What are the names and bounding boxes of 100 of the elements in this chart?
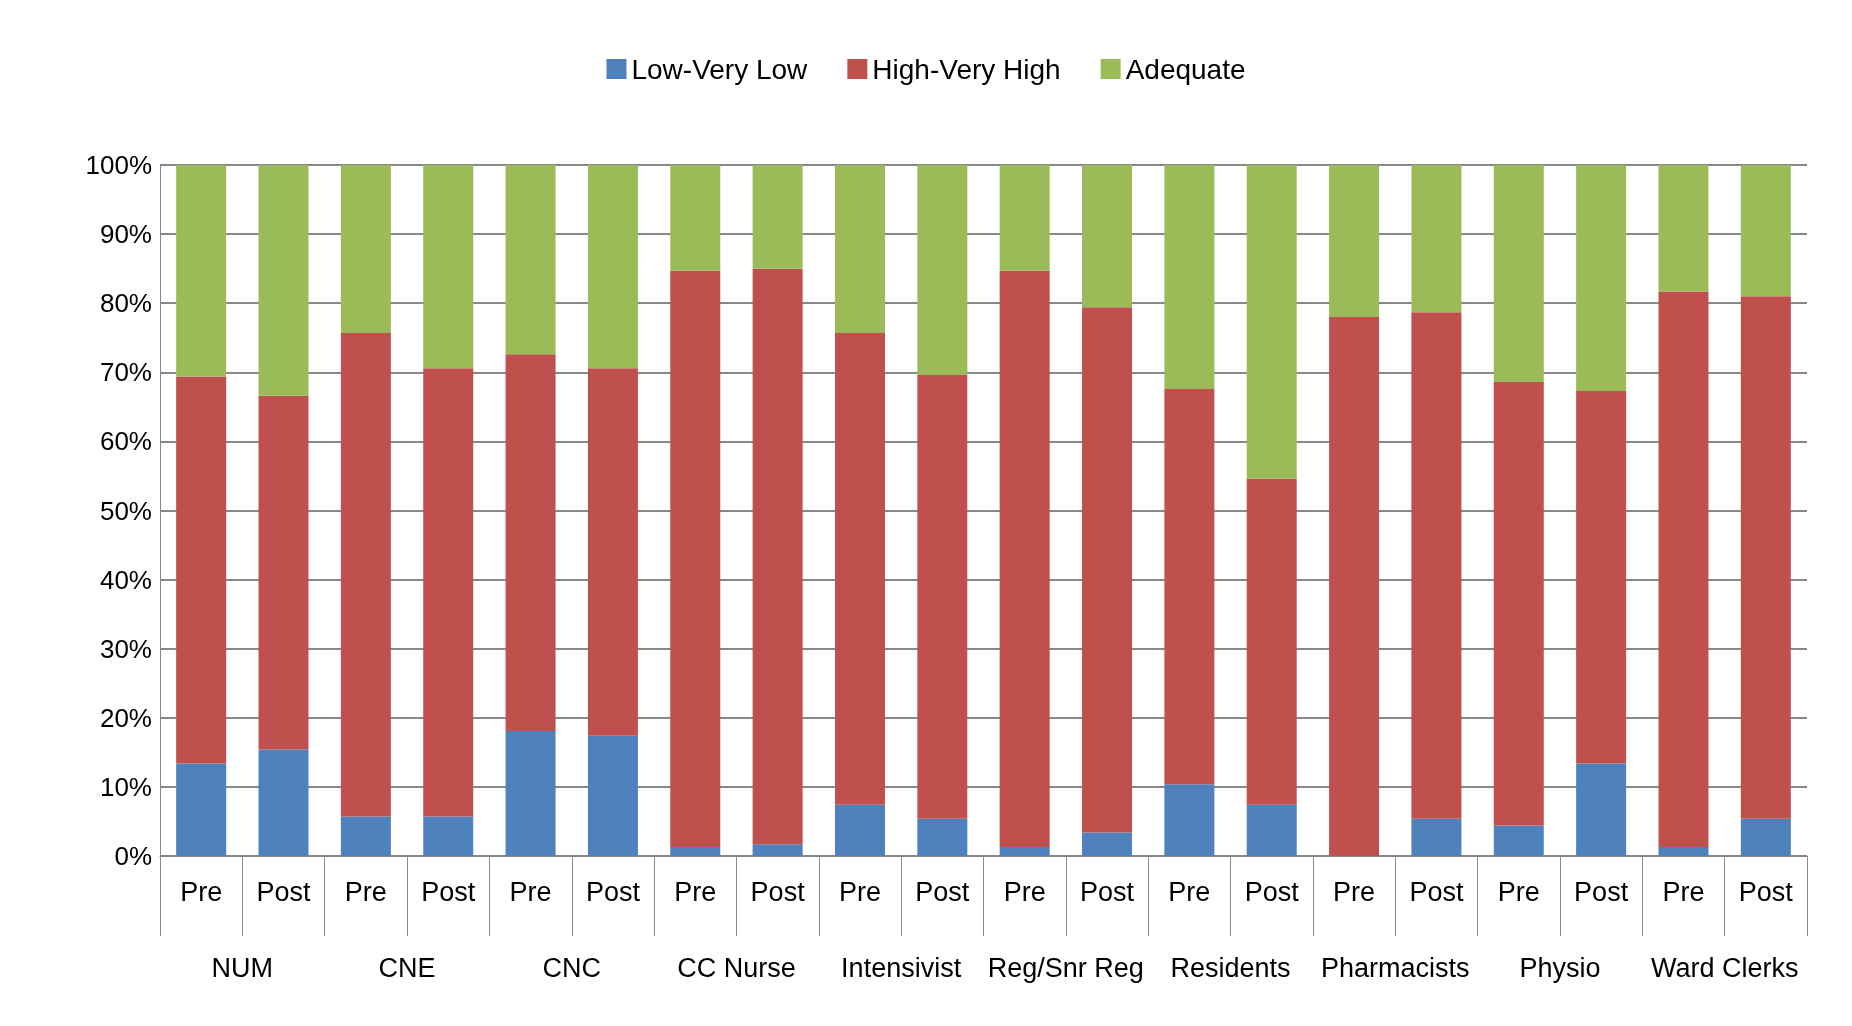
x-tick-label: Post [585,876,641,907]
bar [505,165,556,355]
bar [1082,307,1133,833]
bar [1329,317,1380,856]
bar [999,270,1050,848]
bar [176,165,227,377]
bar [1246,165,1297,479]
bar [1164,388,1215,785]
bar [423,368,474,817]
bar [670,165,721,271]
bar [1411,312,1462,819]
bar [834,804,885,856]
bar [1493,825,1544,856]
bar [1164,165,1215,389]
y-tick-label: 100% [85,150,152,180]
bar [670,847,721,856]
bar [423,165,474,369]
bar [1411,165,1462,313]
y-tick-label: 30% [99,633,152,664]
y-tick-label: 80% [99,288,152,319]
x-tick-label: Pre [344,876,387,907]
legend-label: High-Very High [872,53,1061,85]
y-tick-label: 50% [99,495,152,526]
text: Intensivist [841,952,962,983]
bar [1493,165,1544,382]
y-tick-label: 60% [99,426,152,457]
x-tick-label: Post [1738,876,1794,907]
x-tick-label: Post [750,876,806,907]
bar [1164,784,1215,856]
x-tick-label: Post [256,876,312,907]
bar [1329,165,1380,318]
bar [670,270,721,848]
bar [999,165,1050,271]
bar [587,368,638,736]
text: CNE [378,952,436,983]
text: NUM [211,952,274,983]
bar [505,730,556,856]
x-tick-label: Pre [1662,876,1705,907]
bar [176,376,227,764]
bar [1740,165,1791,297]
x-tick-label: Pre [1168,876,1211,907]
bar [1246,804,1297,856]
bar [1493,381,1544,826]
bar [423,816,474,856]
bar [1658,291,1709,848]
bar [1246,478,1297,805]
x-tick-label: Post [421,876,476,907]
text: CC Nurse [677,952,796,983]
bar [1658,847,1709,856]
bar [917,165,968,376]
y-tick-label: 20% [99,702,152,733]
bar [176,763,227,856]
bar [340,332,391,817]
x-tick-label: Pre [1003,876,1046,907]
text: Residents [1170,952,1291,983]
bar [1740,818,1791,856]
bar [258,165,309,396]
bar [1740,296,1791,819]
bar [752,165,803,269]
x-tick-label: Post [1409,876,1464,907]
bar [258,395,309,750]
bar [752,844,803,856]
x-tick-label: Pre [1497,876,1540,907]
bar [1658,165,1709,292]
text: Pharmacists [1320,952,1470,983]
y-tick-label: 70% [99,357,152,388]
legend-label: Adequate [1125,53,1246,85]
x-tick-label: Post [1574,876,1629,907]
bar [587,735,638,856]
bar [1411,818,1462,856]
y-tick-label: 0% [114,841,152,871]
bar [999,847,1050,856]
y-tick-label: 90% [99,219,152,250]
text: Physio [1519,952,1601,983]
bar [1576,165,1627,391]
x-tick-label: Pre [509,876,552,907]
x-tick-label: Pre [1333,876,1376,907]
bar [1576,763,1627,856]
text: CNC [542,952,601,983]
bar [340,816,391,856]
bar [1576,390,1627,764]
legend-label: Low-Very Low [631,53,809,85]
bar [340,165,391,333]
bar [587,165,638,369]
x-tick-label: Pre [674,876,717,907]
bar [258,749,309,856]
bar [917,818,968,856]
bar [752,268,803,845]
bar [834,332,885,805]
text: Ward Clerks [1650,952,1799,983]
x-tick-label: Post [1080,876,1135,907]
bar [834,165,885,333]
x-tick-label: Pre [838,876,881,907]
y-tick-label: 40% [99,564,152,595]
bar [1082,832,1133,856]
y-tick-label: 10% [99,771,152,802]
x-tick-label: Pre [180,876,223,907]
bar [1082,165,1133,308]
x-tick-label: Post [915,876,970,907]
bar [505,354,556,731]
